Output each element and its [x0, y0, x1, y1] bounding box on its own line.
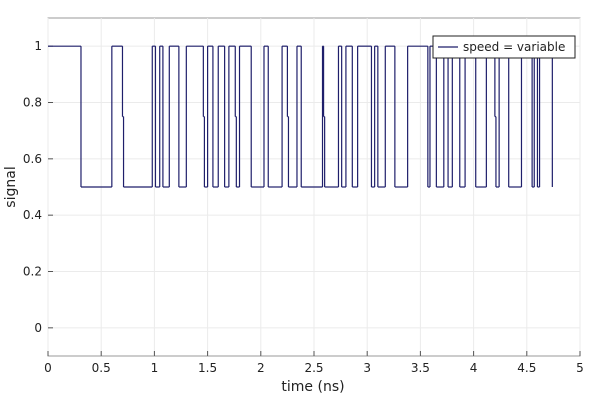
x-tick-label: 2.5: [304, 361, 323, 375]
x-tick-label: 4.5: [517, 361, 536, 375]
x-tick-label: 0.5: [92, 361, 111, 375]
y-tick-label: 0.4: [23, 208, 42, 222]
y-tick-label: 0.8: [23, 96, 42, 110]
x-axis-label: time (ns): [281, 379, 344, 395]
step-riser: [80, 46, 553, 187]
y-tick-label: 1: [34, 39, 42, 53]
x-tick-label: 2: [257, 361, 265, 375]
y-axis-label: signal: [3, 166, 19, 207]
x-tick-label: 4: [470, 361, 478, 375]
legend-box: [432, 35, 576, 59]
x-tick-label: 5: [576, 361, 584, 375]
y-tick-label: 0: [34, 321, 42, 335]
legend: speed = variable: [432, 35, 576, 59]
y-tick-label: 0.2: [23, 265, 42, 279]
legend-label: speed = variable: [463, 40, 565, 54]
step-line: [48, 45, 553, 188]
x-tick-label: 0: [44, 361, 52, 375]
x-tick-label: 3.5: [411, 361, 430, 375]
x-tick-label: 1: [151, 361, 159, 375]
x-tick-label: 3: [363, 361, 371, 375]
x-tick-label: 1.5: [198, 361, 217, 375]
y-tick-label: 0.6: [23, 152, 42, 166]
